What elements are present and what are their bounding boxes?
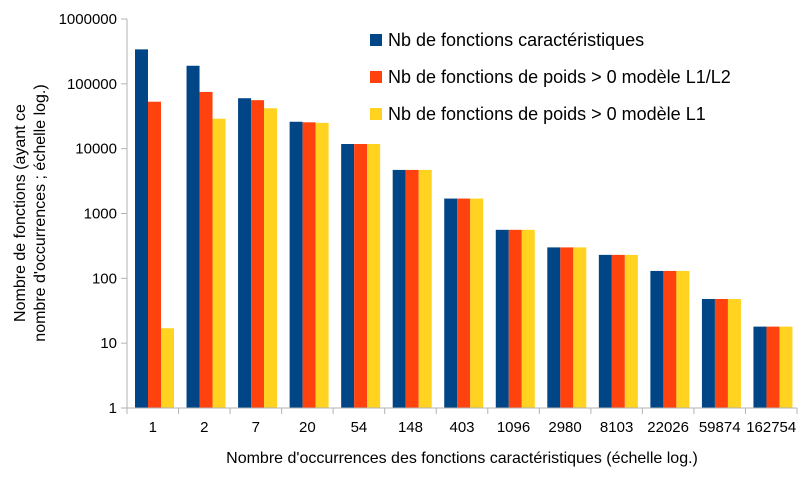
x-tick-label: 403 — [449, 419, 474, 436]
y-tick-label: 1000 — [84, 206, 117, 223]
bar-series-1-7 — [238, 98, 252, 409]
legend-label: Nb de fonctions de poids > 0 modèle L1/L… — [388, 67, 731, 87]
y-tick-label: 1 — [109, 400, 117, 417]
bar-series-1-20 — [289, 121, 303, 408]
bar-series-2-2980 — [560, 247, 574, 408]
bar-series-3-1 — [161, 328, 174, 408]
y-tick-label: 10 — [100, 335, 117, 352]
bar-series-3-8103 — [624, 254, 638, 408]
y-axis-title-line-1: Nombre de fonctions (ayant ce — [12, 104, 29, 322]
x-tick-label: 7 — [252, 419, 260, 436]
y-ticks: 1 10 100 1000 10000 100000 1000000 — [59, 11, 127, 417]
bar-series-2-1096 — [508, 229, 522, 408]
bar-series-3-2 — [212, 118, 226, 408]
legend-swatch — [370, 71, 382, 83]
bar-series-2-162754 — [766, 326, 780, 408]
bar-series-1-54 — [341, 144, 355, 408]
x-axis-title: Nombre d'occurrences des fonctions carac… — [226, 450, 698, 467]
y-tick-label: 100000 — [67, 76, 117, 93]
x-tick-label: 2980 — [548, 419, 581, 436]
bar-series-1-22026 — [650, 270, 664, 408]
x-tick-label: 162754 — [746, 419, 796, 436]
bar-series-1-59874 — [701, 298, 715, 408]
bar-series-1-148 — [392, 169, 406, 408]
bar-series-1-162754 — [753, 326, 767, 408]
legend-label: Nb de fonctions caractéristiques — [388, 30, 644, 50]
bar-series-2-2 — [199, 91, 213, 408]
bar-series-3-2980 — [573, 247, 587, 408]
x-ticks: 1 2 7 20 54 148 403 1096 2980 8103 22026 59874 16275… — [126, 408, 798, 436]
y-axis-title-line-2: nombre d'occurrences ; échelle log.) — [32, 84, 49, 341]
bar-series-1-1 — [135, 49, 148, 408]
bar-series-2-54 — [354, 144, 368, 408]
legend-swatch — [370, 108, 382, 120]
bar-series-1-2980 — [547, 247, 561, 408]
bar-series-3-59874 — [727, 298, 741, 408]
x-tick-label: 20 — [299, 419, 316, 436]
bar-series-2-1 — [148, 101, 161, 409]
legend: Nb de fonctions caractéristiques Nb de fo… — [370, 30, 731, 124]
x-tick-label: 59874 — [699, 419, 741, 436]
bar-series-3-7 — [264, 108, 278, 408]
x-tick-label: 54 — [351, 419, 368, 436]
y-tick-label: 10000 — [75, 141, 117, 158]
y-tick-label: 100 — [92, 270, 117, 287]
bar-series-2-8103 — [611, 254, 625, 408]
y-tick-label: 1000000 — [59, 11, 117, 28]
bar-series-2-22026 — [663, 270, 677, 408]
x-tick-label: 148 — [398, 419, 423, 436]
bar-series-2-403 — [457, 198, 471, 408]
bar-series-1-403 — [444, 198, 458, 408]
legend-label: Nb de fonctions de poids > 0 modèle L1 — [388, 104, 706, 124]
bar-series-1-2 — [186, 65, 200, 409]
bar-series-3-20 — [315, 122, 329, 409]
y-axis-title: Nombre de fonctions (ayant ce nombre d'o… — [12, 84, 49, 341]
bar-series-1-1096 — [495, 229, 509, 408]
x-tick-label: 22026 — [647, 419, 689, 436]
bar-series-3-54 — [367, 144, 381, 408]
bar-series-2-7 — [251, 100, 265, 408]
bars-layer — [135, 49, 793, 409]
bar-series-2-20 — [302, 122, 316, 408]
bar-series-2-148 — [405, 169, 419, 408]
x-tick-label: 8103 — [600, 419, 633, 436]
x-tick-label: 1096 — [497, 419, 530, 436]
x-tick-label: 2 — [200, 419, 208, 436]
bar-series-2-59874 — [714, 298, 728, 408]
bar-series-3-22026 — [676, 270, 690, 408]
bar-series-1-8103 — [598, 254, 612, 408]
bar-series-3-403 — [470, 198, 484, 408]
legend-swatch — [370, 34, 382, 46]
bar-series-3-162754 — [779, 326, 793, 408]
bar-series-3-1096 — [521, 229, 535, 408]
x-tick-label: 1 — [149, 419, 157, 436]
bar-series-3-148 — [418, 169, 432, 408]
